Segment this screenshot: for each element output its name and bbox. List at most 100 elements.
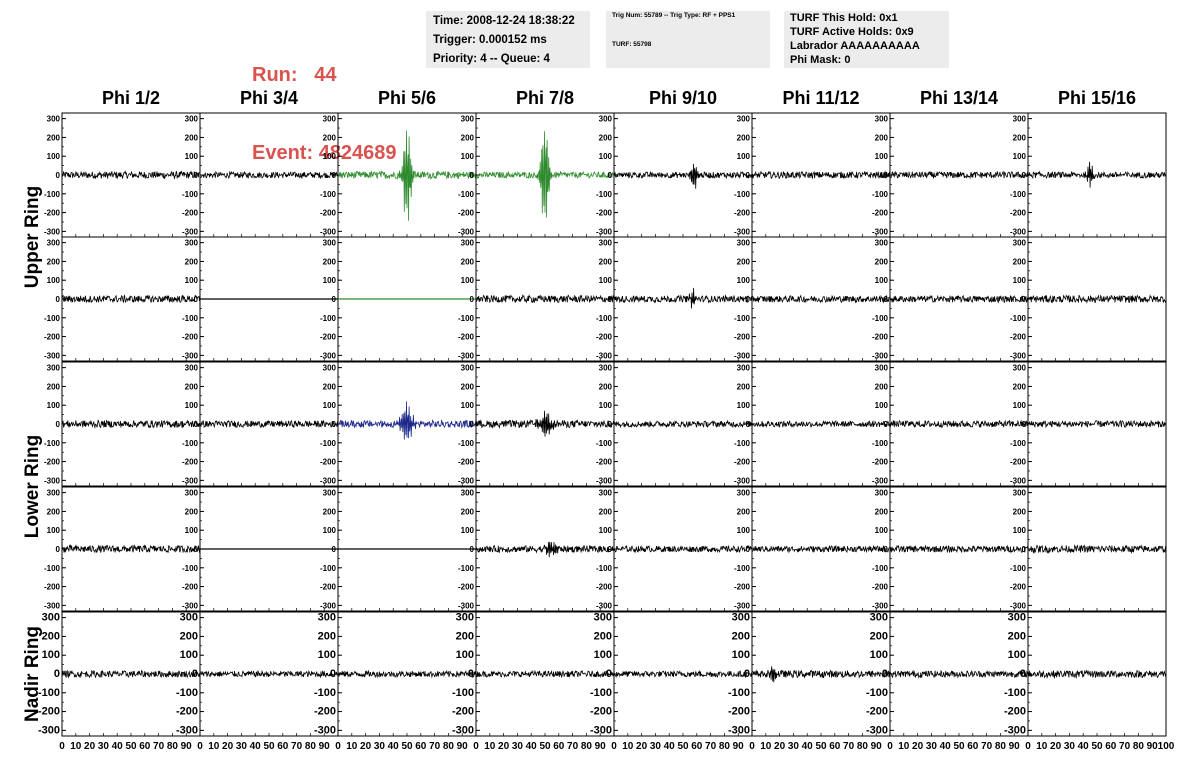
column-header: Phi 11/12 — [782, 88, 859, 108]
y-tick-label: -200 — [458, 333, 475, 342]
y-tick-label: -300 — [1010, 351, 1027, 360]
y-tick-label: 300 — [870, 612, 888, 624]
x-tick-label: 40 — [940, 741, 952, 752]
waveform-trace — [889, 294, 1029, 304]
x-tick-label: 70 — [1119, 741, 1131, 752]
y-tick-label: 300 — [461, 239, 475, 248]
y-tick-label: 0 — [746, 420, 751, 429]
y-tick-label: 200 — [599, 133, 613, 142]
y-tick-label: 0 — [884, 545, 889, 554]
y-tick-label: 100 — [185, 276, 199, 285]
x-tick-label: 70 — [291, 741, 303, 752]
x-tick-label: 10 — [622, 741, 634, 752]
x-tick-label: 70 — [153, 741, 165, 752]
y-tick-label: 300 — [185, 364, 199, 373]
y-tick-label: -300 — [458, 351, 475, 360]
x-tick-label: 80 — [1133, 741, 1145, 752]
y-tick-label: -200 — [866, 706, 888, 718]
waveform-trace — [889, 669, 1029, 679]
x-tick-label: 40 — [250, 741, 262, 752]
y-tick-label: 200 — [875, 382, 889, 391]
row-group-label: Nadir Ring — [22, 626, 43, 722]
y-tick-label: 200 — [185, 257, 199, 266]
y-tick-label: -200 — [182, 458, 199, 467]
turf-info-box: TURF This Hold: 0x1 TURF Active Holds: 0… — [784, 11, 949, 68]
y-tick-label: 200 — [875, 507, 889, 516]
x-tick-label: 60 — [553, 741, 565, 752]
y-tick-label: 100 — [875, 276, 889, 285]
y-tick-label: 300 — [737, 239, 751, 248]
y-tick-label: -100 — [596, 439, 613, 448]
y-tick-label: -200 — [44, 333, 61, 342]
y-tick-label: 100 — [737, 276, 751, 285]
column-header: Phi 9/10 — [649, 88, 717, 108]
y-tick-label: 0 — [1022, 295, 1027, 304]
time-text: Time: 2008-12-24 18:38:22 — [433, 15, 575, 27]
y-tick-label: -300 — [44, 601, 61, 610]
y-tick-label: 300 — [47, 239, 61, 248]
x-tick-label: 80 — [719, 741, 731, 752]
y-tick-label: 0 — [194, 171, 199, 180]
column-header: Phi 1/2 — [102, 88, 160, 108]
waveform-trace — [751, 419, 891, 429]
y-tick-label: 300 — [47, 115, 61, 124]
y-tick-label: 100 — [323, 276, 337, 285]
waveform-trace — [613, 163, 753, 189]
y-tick-label: 200 — [1013, 133, 1027, 142]
y-tick-label: -100 — [176, 687, 198, 699]
x-tick-label: 80 — [857, 741, 869, 752]
waveform-trace — [61, 294, 201, 304]
y-tick-label: 200 — [47, 133, 61, 142]
y-tick-label: 100 — [180, 649, 198, 661]
y-tick-label: 0 — [470, 295, 475, 304]
waveform-trace — [475, 669, 615, 679]
waveform-trace — [61, 419, 201, 429]
y-tick-label: -100 — [1010, 439, 1027, 448]
y-tick-label: 200 — [185, 382, 199, 391]
y-tick-label: 200 — [461, 382, 475, 391]
x-tick-label: 0 — [197, 741, 203, 752]
y-tick-label: 100 — [47, 152, 61, 161]
x-tick-label: 30 — [788, 741, 800, 752]
y-tick-label: 0 — [470, 545, 475, 554]
y-tick-label: 0 — [608, 545, 613, 554]
y-tick-label: 300 — [180, 612, 198, 624]
y-tick-label: -100 — [44, 564, 61, 573]
y-tick-label: 0 — [330, 668, 336, 680]
trig-num-text: Trig Num: 55789 -- Trig Type: RF + PPS1 — [612, 12, 736, 19]
waveform-trace — [1027, 544, 1167, 554]
y-tick-label: 100 — [594, 649, 612, 661]
x-tick-label: 40 — [664, 741, 676, 752]
y-tick-label: -300 — [458, 476, 475, 485]
y-tick-label: 0 — [332, 295, 337, 304]
y-tick-label: -300 — [866, 724, 888, 736]
y-tick-label: 0 — [744, 668, 750, 680]
waveform-trace — [751, 170, 891, 180]
y-tick-label: -300 — [734, 351, 751, 360]
y-tick-label: 200 — [737, 382, 751, 391]
y-tick-label: -200 — [872, 333, 889, 342]
y-tick-label: -300 — [596, 476, 613, 485]
row-group-label: Upper Ring — [22, 186, 43, 288]
y-tick-label: 0 — [470, 171, 475, 180]
y-tick-label: -100 — [44, 314, 61, 323]
y-tick-label: 200 — [732, 630, 750, 642]
x-tick-label: 20 — [774, 741, 786, 752]
y-tick-label: 200 — [461, 133, 475, 142]
y-tick-label: 100 — [732, 649, 750, 661]
y-tick-label: -300 — [596, 601, 613, 610]
y-tick-label: 300 — [323, 115, 337, 124]
row-group-label: Lower Ring — [22, 435, 43, 538]
run-line: Run: 44 — [252, 62, 397, 88]
y-tick-label: -200 — [44, 583, 61, 592]
x-tick-label: 60 — [691, 741, 703, 752]
y-tick-label: -300 — [1010, 601, 1027, 610]
y-tick-label: -300 — [314, 724, 336, 736]
waveform-trace — [199, 419, 339, 429]
y-tick-label: -100 — [320, 564, 337, 573]
x-tick-label: 30 — [512, 741, 524, 752]
x-tick-label: 30 — [650, 741, 662, 752]
y-tick-label: 200 — [318, 630, 336, 642]
y-tick-label: -100 — [596, 564, 613, 573]
